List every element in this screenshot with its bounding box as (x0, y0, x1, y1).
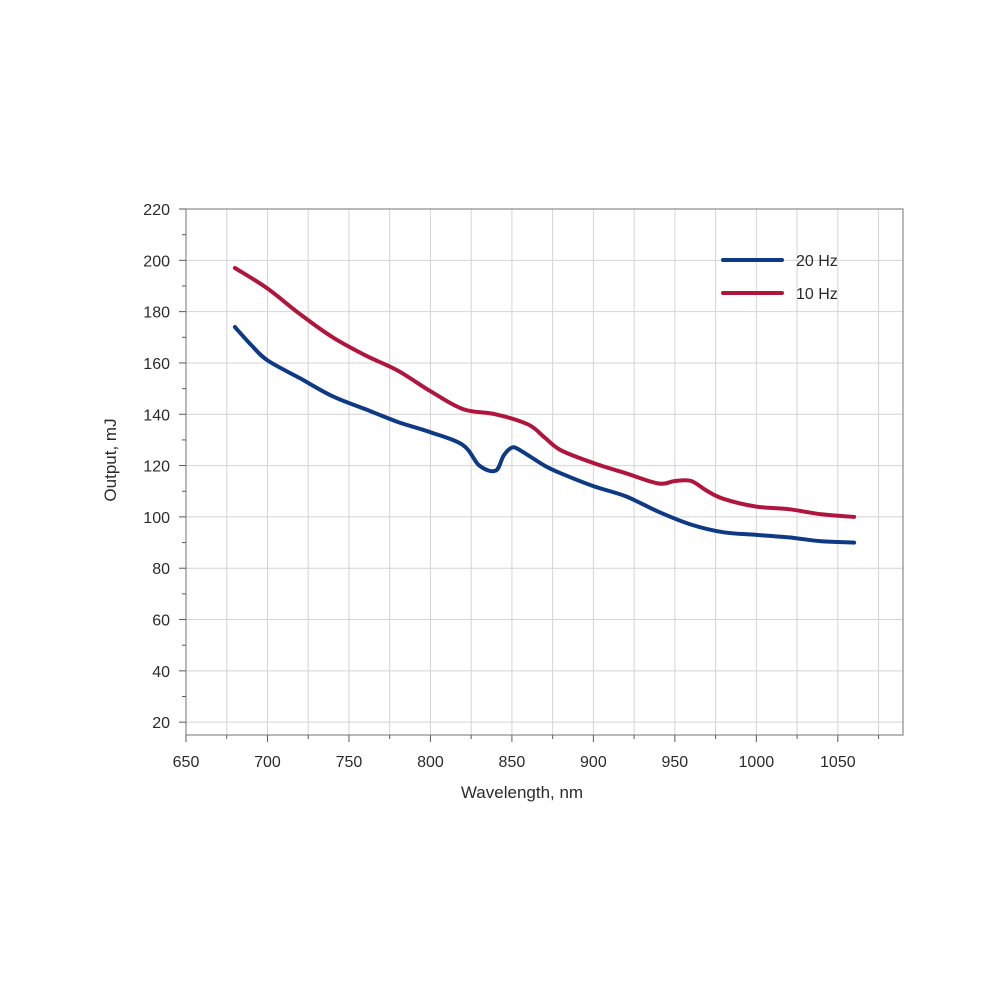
legend-label-10hz: 10 Hz (796, 286, 838, 303)
grid (186, 209, 903, 735)
x-tick-label: 850 (499, 754, 526, 771)
x-axis-label: Wavelength, nm (461, 783, 583, 802)
series-lines (232, 266, 857, 545)
y-tick-label: 200 (143, 253, 170, 270)
plot-frame (185, 208, 904, 736)
y-tick-labels: 20 40 60 80 100 120 140 160 180 200 220 (143, 202, 170, 732)
y-tick-label: 220 (143, 202, 170, 219)
x-tick-label: 1050 (820, 754, 856, 771)
y-tick-label: 60 (152, 613, 170, 630)
y-tick-label: 80 (152, 561, 170, 578)
x-tick-label: 900 (580, 754, 607, 771)
series-line-20hz (232, 325, 857, 545)
y-tick-label: 40 (152, 664, 170, 681)
x-tick-label: 650 (173, 754, 200, 771)
x-tick-label: 950 (662, 754, 689, 771)
axis-ticks (179, 208, 880, 742)
x-tick-labels: 650 700 750 800 850 900 950 1000 1050 (173, 754, 856, 771)
x-tick-label: 800 (417, 754, 444, 771)
y-axis-label: Output, mJ (101, 418, 120, 501)
y-tick-label: 20 (152, 715, 170, 732)
y-tick-label: 180 (143, 305, 170, 322)
x-tick-label: 1000 (739, 754, 775, 771)
x-tick-label: 700 (254, 754, 281, 771)
x-tick-label: 750 (336, 754, 363, 771)
y-tick-label: 140 (143, 407, 170, 424)
series-line-10hz (232, 266, 857, 519)
y-tick-label: 160 (143, 356, 170, 373)
legend: 20 Hz 10 Hz (721, 253, 838, 303)
y-tick-label: 100 (143, 510, 170, 527)
legend-label-20hz: 20 Hz (796, 253, 838, 270)
y-tick-label: 120 (143, 459, 170, 476)
